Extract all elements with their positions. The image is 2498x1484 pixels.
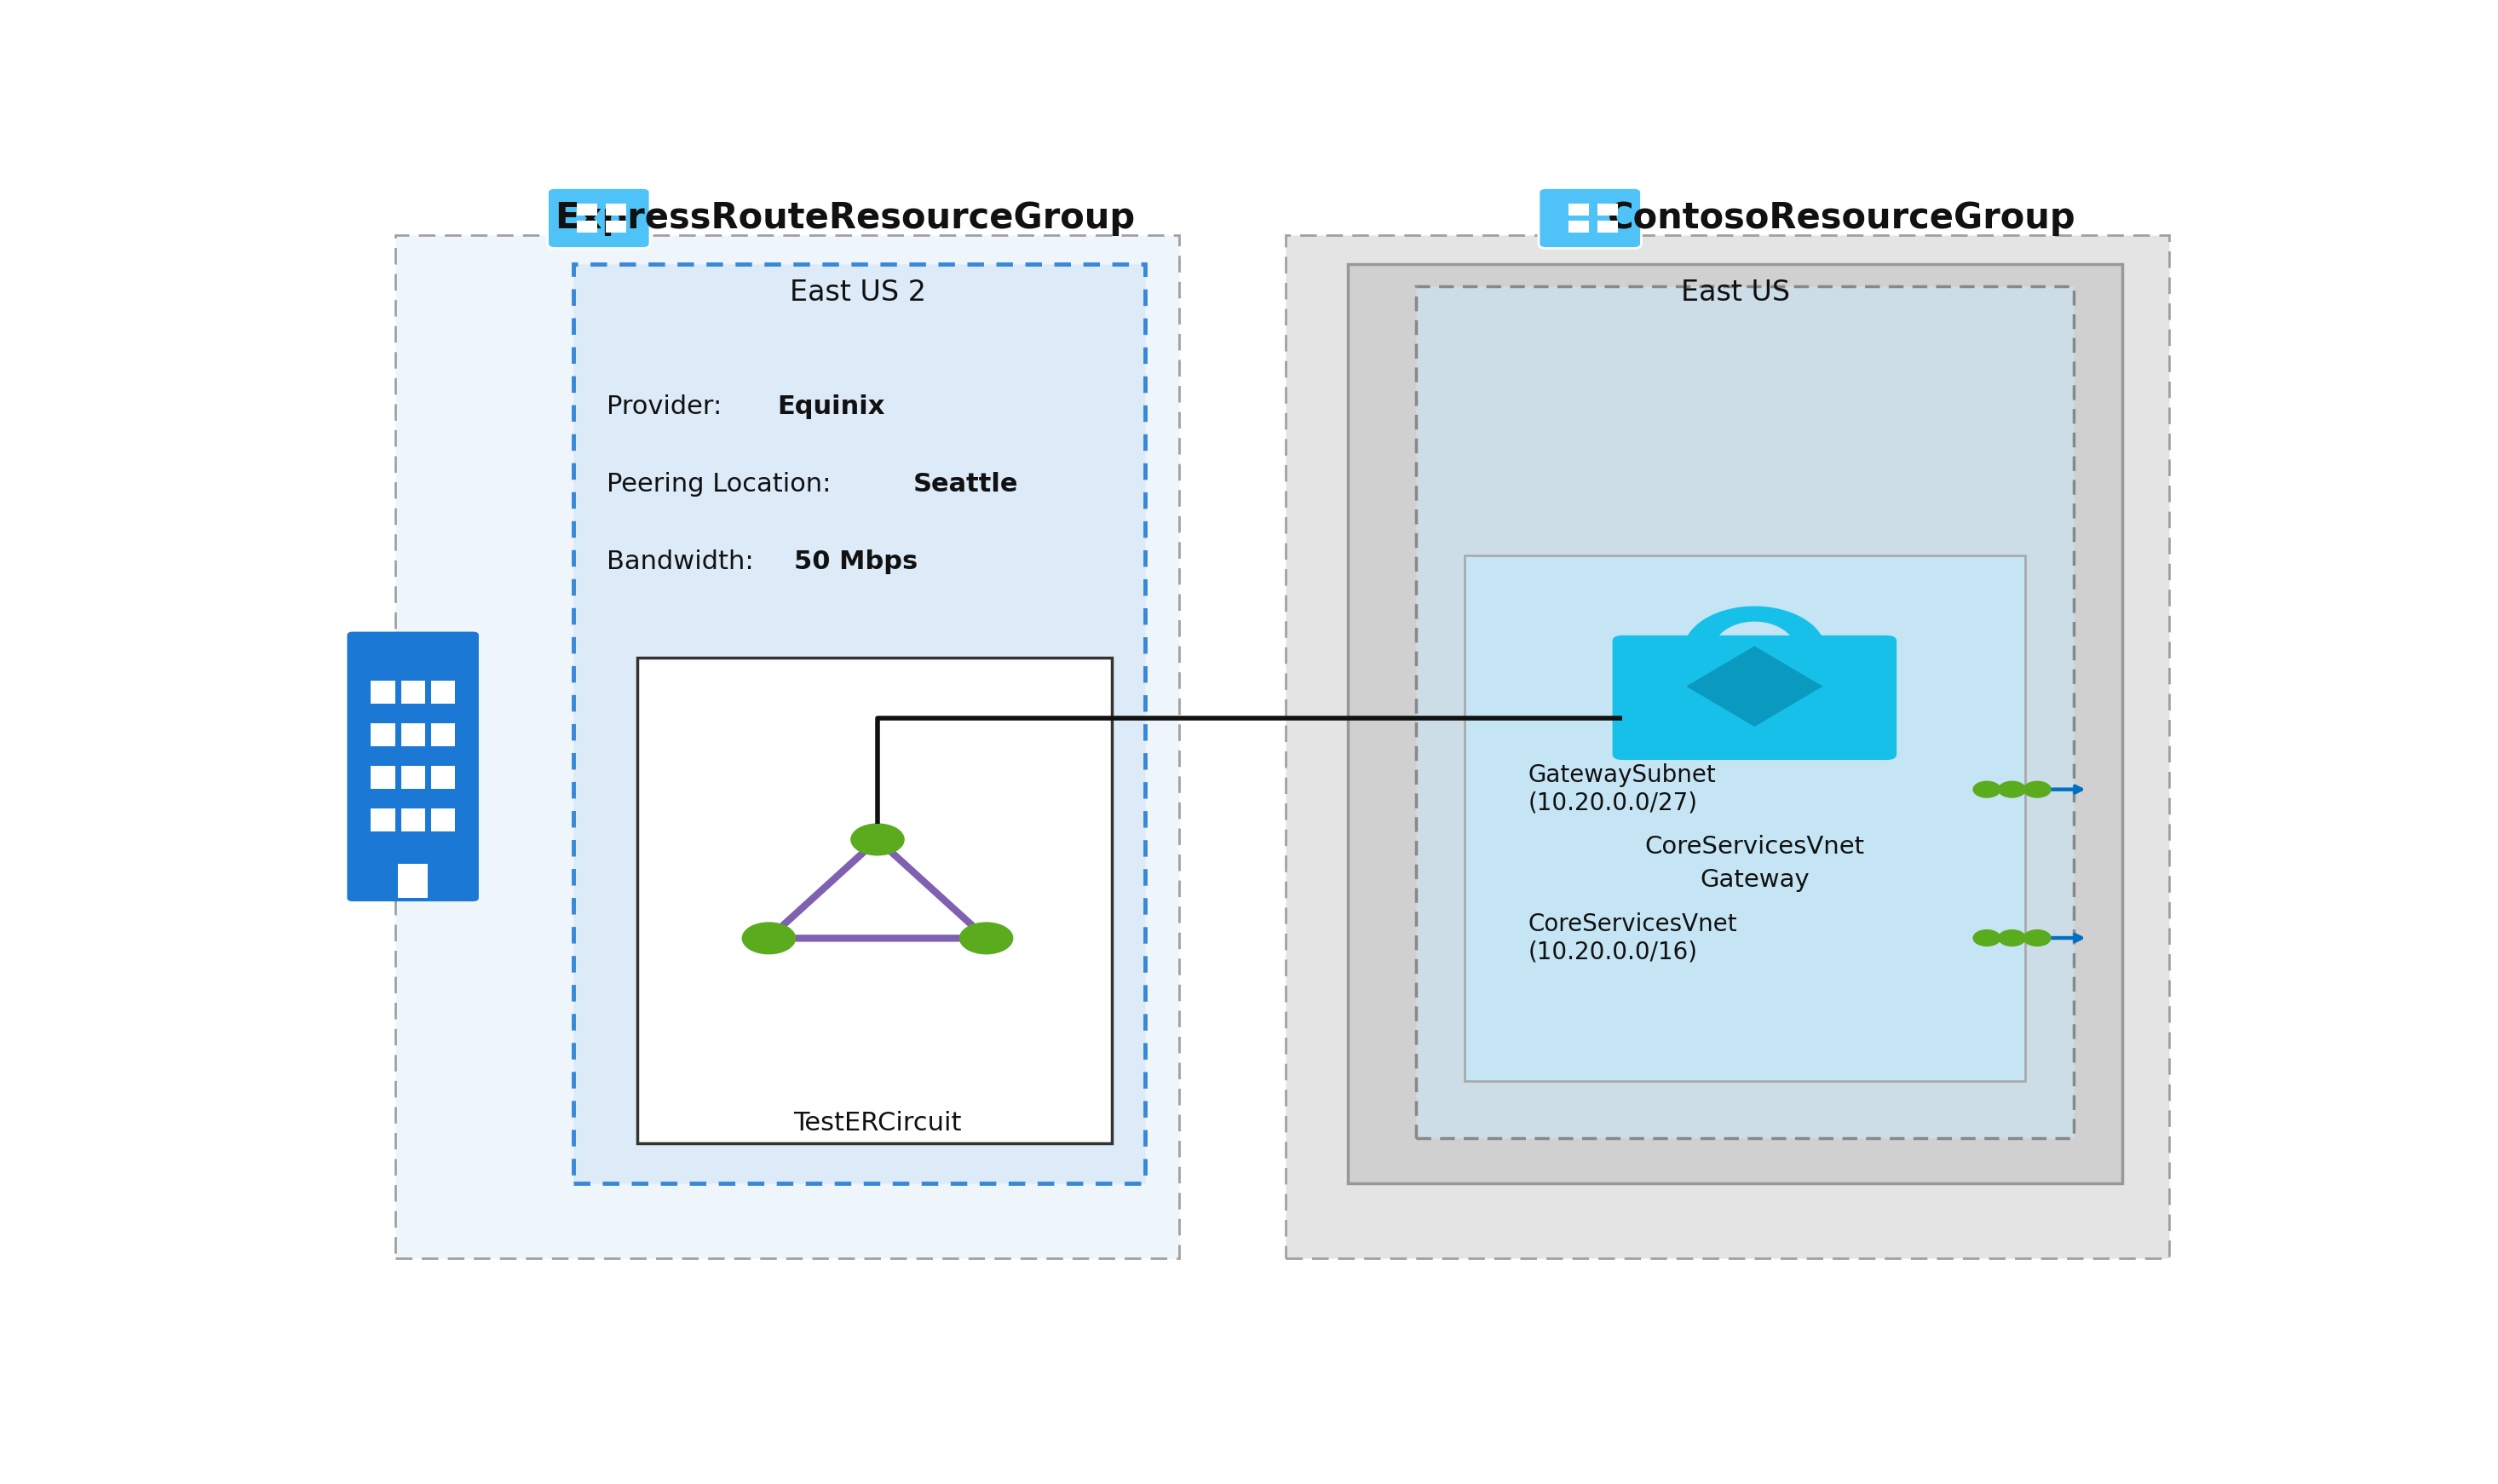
Text: 50 Mbps: 50 Mbps (794, 549, 917, 574)
Bar (1286, 234, 2168, 1258)
Polygon shape (1686, 646, 1824, 727)
Text: East US 2: East US 2 (789, 279, 927, 306)
Bar (400, 723, 425, 746)
Text: Provider:: Provider: (607, 395, 729, 418)
Bar (400, 680, 425, 703)
Bar (1464, 555, 2026, 1080)
Circle shape (742, 923, 794, 954)
Bar (577, 203, 597, 215)
Text: CoreServicesVnet
Gateway: CoreServicesVnet Gateway (1644, 835, 1864, 892)
Circle shape (1973, 782, 2001, 797)
Bar (370, 766, 395, 789)
Polygon shape (1684, 605, 1826, 651)
Bar (432, 809, 455, 831)
Bar (400, 809, 425, 831)
Bar (1569, 221, 1589, 233)
Bar (370, 723, 395, 746)
Bar (607, 203, 627, 215)
Bar (577, 221, 597, 233)
Circle shape (2023, 930, 2051, 945)
Text: TestERCircuit: TestERCircuit (794, 1110, 962, 1135)
Bar (1596, 221, 1619, 233)
Bar (397, 864, 427, 898)
Bar (1569, 203, 1589, 215)
FancyBboxPatch shape (1611, 635, 1896, 760)
FancyBboxPatch shape (547, 188, 649, 248)
Text: Bandwidth:: Bandwidth: (607, 549, 762, 574)
Bar (395, 234, 1179, 1258)
Bar (432, 680, 455, 703)
Bar (637, 657, 1112, 1144)
Bar (575, 264, 1144, 1184)
Circle shape (1998, 930, 2026, 945)
Text: Seattle: Seattle (914, 472, 1019, 497)
Text: ContosoResourceGroup: ContosoResourceGroup (1609, 200, 2076, 236)
Bar (370, 680, 395, 703)
Bar (1349, 264, 2123, 1184)
Text: GatewaySubnet
(10.20.0.0/27): GatewaySubnet (10.20.0.0/27) (1529, 764, 1716, 815)
Bar (370, 809, 395, 831)
Circle shape (959, 923, 1012, 954)
FancyBboxPatch shape (347, 632, 480, 901)
Bar (432, 723, 455, 746)
Bar (607, 221, 627, 233)
FancyBboxPatch shape (1539, 188, 1641, 248)
Text: ExpressRouteResourceGroup: ExpressRouteResourceGroup (555, 200, 1134, 236)
Bar (1416, 286, 2073, 1138)
Bar (400, 766, 425, 789)
Text: East US: East US (1681, 279, 1789, 306)
Text: CoreServicesVnet
(10.20.0.0/16): CoreServicesVnet (10.20.0.0/16) (1529, 913, 1736, 963)
Circle shape (1973, 930, 2001, 945)
Circle shape (1998, 782, 2026, 797)
Circle shape (852, 824, 904, 855)
Bar (1596, 203, 1619, 215)
Bar (432, 766, 455, 789)
Text: Peering Location:: Peering Location: (607, 472, 839, 497)
Text: Equinix: Equinix (777, 395, 884, 418)
Circle shape (2023, 782, 2051, 797)
